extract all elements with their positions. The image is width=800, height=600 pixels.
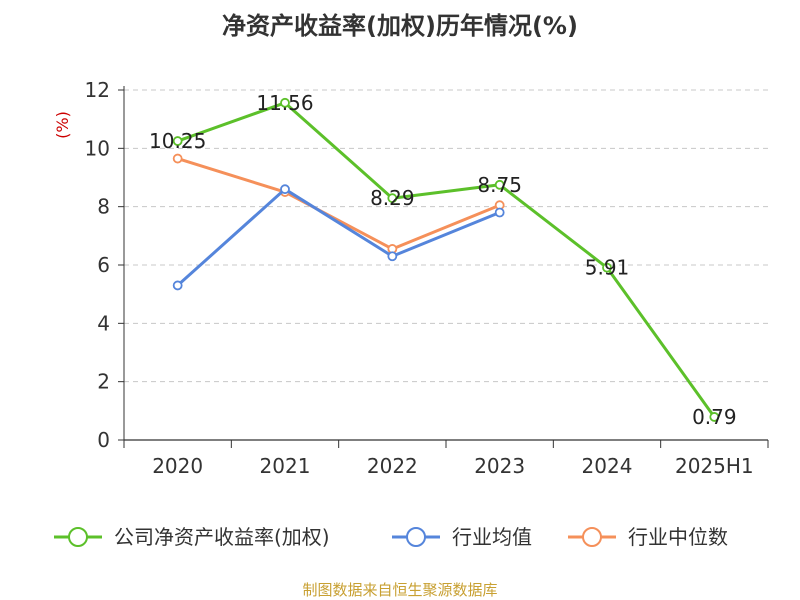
data-point: [494, 179, 505, 190]
data-point: [172, 136, 183, 146]
y-tick-label: 4: [97, 311, 110, 335]
axes: 0 2 4 6 8 10 12 2020 2021 2022 2023 2024 2025H1 (%): [53, 78, 769, 478]
x-tick-label: 2023: [474, 454, 525, 478]
series-line: [176, 187, 501, 287]
y-tick-label: 0: [97, 428, 110, 452]
series-line: [177, 101, 716, 418]
source-note: 制图数据来自恒生聚源数据库: [302, 581, 498, 599]
chart-title: 净资产收益率(加权)历年情况(%): [222, 12, 578, 40]
x-tick-label: 2021: [260, 454, 311, 478]
legend-item: 行业中位数: [568, 525, 728, 549]
data-label: 0.79: [692, 405, 737, 429]
data-label: 11.56: [256, 91, 313, 115]
series-lines: [172, 97, 720, 422]
x-tick-label: 2020: [152, 454, 203, 478]
x-tick-label: 2024: [582, 454, 633, 478]
legend-label: 行业均值: [452, 525, 532, 549]
y-tick-label: 12: [85, 78, 110, 102]
data-point: [387, 193, 398, 204]
data-labels: 10.25 11.56 8.29 8.75 5.91 0.79: [149, 91, 737, 429]
data-label: 8.75: [477, 173, 522, 197]
legend-label: 行业中位数: [628, 525, 728, 549]
y-unit-label: (%): [53, 111, 72, 139]
x-tick-label: 2022: [367, 454, 418, 478]
data-point: [602, 262, 612, 273]
legend-swatch-marker: [406, 527, 426, 547]
legend-label: 公司净资产收益率(加权): [114, 525, 330, 549]
data-label: 8.29: [370, 186, 415, 210]
y-tick-label: 10: [85, 136, 110, 160]
y-tick-label: 2: [97, 370, 110, 394]
series-line: [177, 157, 501, 251]
legend-swatch-marker: [582, 527, 602, 547]
data-point: [280, 184, 290, 195]
data-point: [494, 207, 505, 218]
x-tick-label: 2025H1: [675, 454, 754, 478]
data-point: [172, 153, 183, 164]
data-label: 10.25: [149, 129, 206, 153]
data-point: [709, 412, 720, 422]
data-point: [387, 251, 398, 262]
y-tick-label: 6: [97, 253, 110, 277]
y-tick-label: 8: [97, 195, 110, 219]
legend-item: 行业均值: [392, 525, 532, 549]
data-label: 5.91: [585, 256, 630, 280]
legend-swatch-marker: [68, 527, 88, 547]
legend: 公司净资产收益率(加权) 行业均值 行业中位数: [54, 525, 728, 549]
data-point: [172, 280, 183, 291]
legend-item: 公司净资产收益率(加权): [54, 525, 330, 549]
data-point: [280, 97, 290, 108]
